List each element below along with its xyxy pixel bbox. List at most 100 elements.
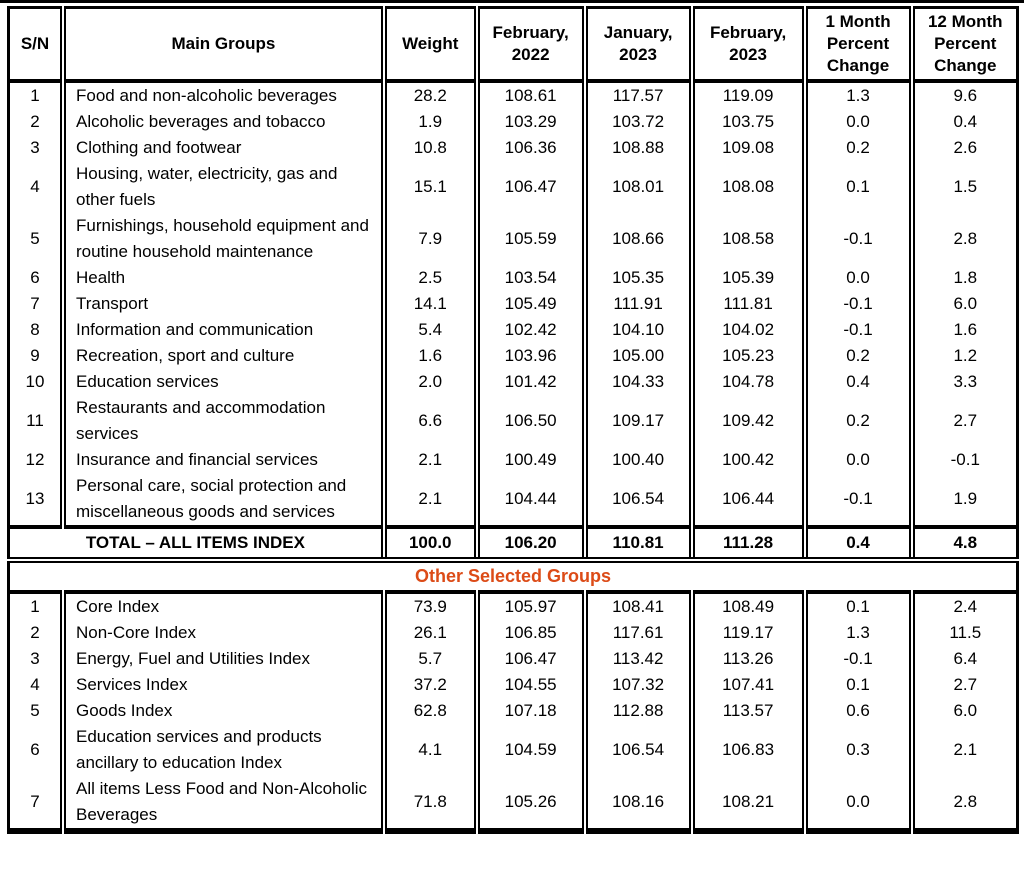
value-cell: 2.4 — [908, 592, 1018, 620]
value-cell: 2.7 — [908, 395, 1018, 447]
value-cell: 102.42 — [473, 317, 585, 343]
value-cell: 106.83 — [688, 724, 805, 776]
value-cell: -0.1 — [801, 213, 912, 265]
value-cell: 109.17 — [581, 395, 692, 447]
cpi-table-container: S/N Main Groups Weight February, 2022 Ja… — [0, 6, 1024, 834]
value-cell: 0.4 — [801, 369, 912, 395]
group-name-cell: Core Index — [59, 592, 384, 620]
total-12-month-cell: 4.8 — [908, 525, 1018, 563]
total-section: TOTAL – ALL ITEMS INDEX 100.0 106.20 110… — [8, 525, 1018, 594]
value-cell: 104.59 — [473, 724, 585, 776]
sn-cell: 3 — [30, 649, 40, 668]
value-cell: 105.00 — [581, 343, 692, 369]
value-cell: 15.1 — [380, 161, 477, 213]
value-cell: -0.1 — [908, 447, 1018, 473]
sn-cell: 6 — [30, 740, 40, 759]
sn-cell: 4 — [30, 675, 40, 694]
value-cell: 105.59 — [473, 213, 585, 265]
table-row: 6 Health 2.5 103.54 105.35 105.39 0.0 1.8 — [9, 265, 1018, 291]
value-cell: 5.7 — [380, 646, 477, 672]
value-cell: 106.54 — [581, 473, 692, 527]
total-jan-2023-cell: 110.81 — [581, 525, 692, 563]
value-cell: 1.6 — [380, 343, 477, 369]
top-rule — [0, 0, 1024, 3]
group-name-cell: Insurance and financial services — [59, 447, 384, 473]
sn-cell: 1 — [30, 597, 40, 616]
group-name-cell: Education services and products ancillar… — [59, 724, 384, 776]
value-cell: 2.0 — [380, 369, 477, 395]
group-name-cell: Health — [59, 265, 384, 291]
table-row: 2 Non-Core Index 26.1 106.85 117.61 119.17 1.3… — [9, 620, 1018, 646]
group-name-cell: Housing, water, electricity, gas and oth… — [59, 161, 384, 213]
value-cell: 106.36 — [473, 135, 585, 161]
value-cell: 106.44 — [688, 473, 805, 527]
sn-cell: 1 — [30, 86, 40, 105]
group-name-cell: Information and communication — [59, 317, 384, 343]
value-cell: 107.41 — [688, 672, 805, 698]
value-cell: 62.8 — [380, 698, 477, 724]
value-cell: 2.8 — [908, 213, 1018, 265]
value-cell: 3.3 — [908, 369, 1018, 395]
value-cell: 0.1 — [801, 161, 912, 213]
value-cell: 1.3 — [801, 620, 912, 646]
sn-cell: 2 — [30, 112, 40, 131]
table-row: 3 Energy, Fuel and Utilities Index 5.7 106.… — [9, 646, 1018, 672]
table-row: 5 Furnishings, household equipment and ro… — [9, 213, 1018, 265]
table-row: 11 Restaurants and accommodation services… — [9, 395, 1018, 447]
value-cell: 2.6 — [908, 135, 1018, 161]
value-cell: 5.4 — [380, 317, 477, 343]
value-cell: 111.81 — [688, 291, 805, 317]
group-name-cell: Food and non-alcoholic beverages — [59, 81, 384, 109]
value-cell: 105.23 — [688, 343, 805, 369]
sn-cell: 2 — [30, 623, 40, 642]
value-cell: 0.0 — [801, 447, 912, 473]
value-cell: 0.0 — [801, 109, 912, 135]
table-header: S/N Main Groups Weight February, 2022 Ja… — [8, 7, 1018, 83]
value-cell: 37.2 — [380, 672, 477, 698]
sn-cell: 12 — [25, 450, 45, 469]
value-cell: 9.6 — [908, 81, 1018, 109]
sn-cell: 8 — [30, 320, 40, 339]
total-weight-cell: 100.0 — [380, 525, 477, 563]
table-row: 10 Education services 2.0 101.42 104.33 104.7… — [9, 369, 1018, 395]
group-name-cell: Recreation, sport and culture — [59, 343, 384, 369]
sn-cell: 3 — [30, 138, 40, 157]
main-groups-body: 1 Food and non-alcoholic beverages 28.2 108… — [9, 81, 1018, 527]
value-cell: 0.4 — [908, 109, 1018, 135]
group-name-cell: Non-Core Index — [59, 620, 384, 646]
value-cell: 108.61 — [473, 81, 585, 109]
value-cell: 2.1 — [908, 724, 1018, 776]
section-header-cell: Other Selected Groups — [8, 560, 1018, 594]
value-cell: 101.42 — [473, 369, 585, 395]
group-name-cell: Energy, Fuel and Utilities Index — [59, 646, 384, 672]
value-cell: 6.6 — [380, 395, 477, 447]
value-cell: 105.39 — [688, 265, 805, 291]
group-name-cell: Goods Index — [59, 698, 384, 724]
value-cell: 107.18 — [473, 698, 585, 724]
value-cell: -0.1 — [801, 473, 912, 527]
value-cell: 0.2 — [801, 395, 912, 447]
value-cell: 2.1 — [380, 473, 477, 527]
table-row: 6 Education services and products ancilla… — [9, 724, 1018, 776]
value-cell: 2.5 — [380, 265, 477, 291]
value-cell: 7.9 — [380, 213, 477, 265]
value-cell: 0.2 — [801, 343, 912, 369]
value-cell: 1.3 — [801, 81, 912, 109]
value-cell: 0.6 — [801, 698, 912, 724]
total-feb-2022-cell: 106.20 — [473, 525, 585, 563]
table-row: 4 Services Index 37.2 104.55 107.32 107.41 0.1… — [9, 672, 1018, 698]
group-name-cell: Clothing and footwear — [59, 135, 384, 161]
group-name-cell: Restaurants and accommodation services — [59, 395, 384, 447]
sn-cell: 6 — [30, 268, 40, 287]
value-cell: 119.09 — [688, 81, 805, 109]
value-cell: 109.08 — [688, 135, 805, 161]
table-row: 8 Information and communication 5.4 102.42 1… — [9, 317, 1018, 343]
value-cell: 28.2 — [380, 81, 477, 109]
sn-cell: 4 — [30, 177, 40, 196]
value-cell: 1.9 — [908, 473, 1018, 527]
table-row: 1 Food and non-alcoholic beverages 28.2 108… — [9, 81, 1018, 109]
value-cell: 73.9 — [380, 592, 477, 620]
value-cell: 11.5 — [908, 620, 1018, 646]
value-cell: 108.08 — [688, 161, 805, 213]
value-cell: 104.33 — [581, 369, 692, 395]
